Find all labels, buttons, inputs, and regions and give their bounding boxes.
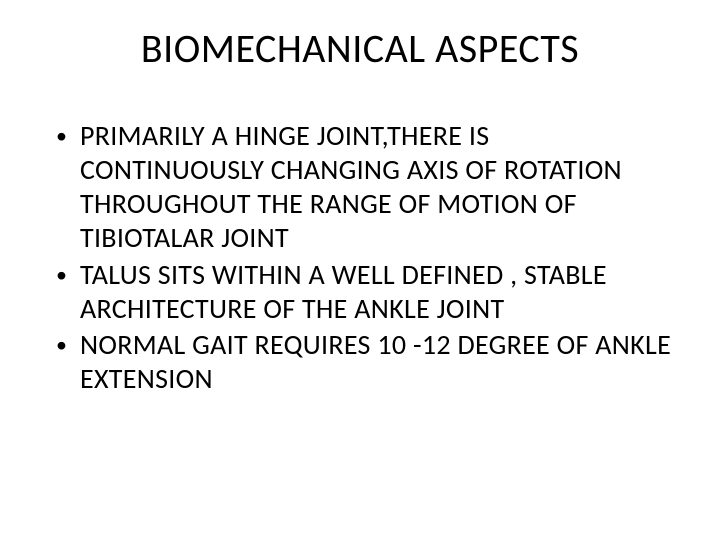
list-item: NORMAL GAIT REQUIRES 10 -12 DEGREE OF AN… (54, 328, 672, 396)
slide: BIOMECHANICAL ASPECTS PRIMARILY A HINGE … (0, 0, 720, 540)
slide-title: BIOMECHANICAL ASPECTS (48, 24, 672, 73)
list-item: TALUS SITS WITHIN A WELL DEFINED , STABL… (54, 258, 672, 326)
bullet-list: PRIMARILY A HINGE JOINT,THERE IS CONTINU… (48, 119, 672, 396)
list-item: PRIMARILY A HINGE JOINT,THERE IS CONTINU… (54, 119, 672, 256)
